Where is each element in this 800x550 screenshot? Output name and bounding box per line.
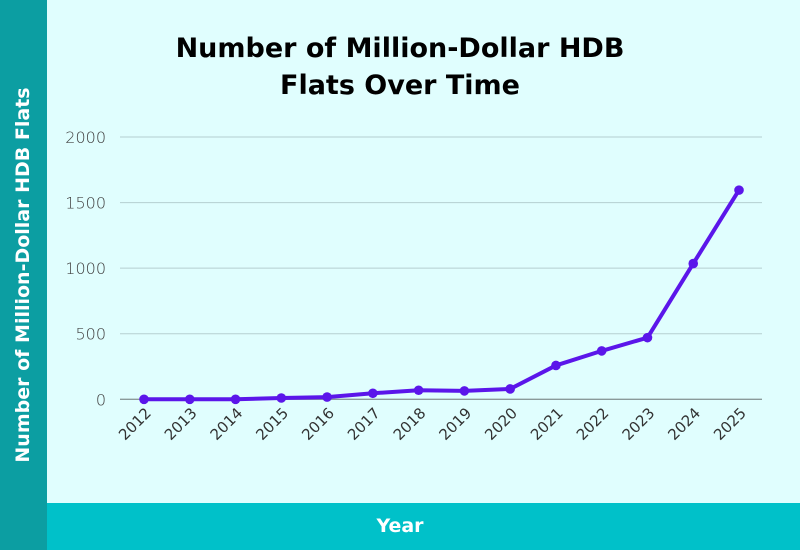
x-tick-label: 2025 [710,404,750,444]
data-point [505,384,515,394]
y-tick-label: 0 [96,390,106,409]
x-tick-label: 2023 [619,404,659,444]
x-tick-label: 2013 [161,404,201,444]
x-axis-label: Year [376,515,424,537]
data-point [184,394,195,405]
x-tick-label: 2024 [664,404,704,444]
data-point [596,346,607,356]
data-point [139,394,149,405]
data-point [230,394,241,405]
bottom-band [47,503,800,550]
data-point [276,393,287,403]
y-tick-label: 1500 [65,194,106,213]
x-tick-label: 2014 [207,404,247,444]
chart-title: Number of Million-Dollar HDB Flats Over … [175,33,625,101]
x-tick-label: 2021 [527,404,567,444]
left-band [0,0,47,550]
data-point [322,392,332,402]
y-tick-label: 1000 [65,259,106,278]
data-point [551,360,561,371]
y-tick-label: 2000 [65,128,106,147]
x-tick-label: 2016 [298,404,338,444]
x-tick-label: 2017 [344,404,384,444]
x-tick-label: 2019 [435,404,475,444]
y-tick-label: 500 [75,325,106,344]
x-tick-label: 2022 [573,404,613,444]
x-tick-label: 2020 [481,404,521,444]
x-tick-label: 2018 [390,404,430,444]
x-tick-label: 2015 [252,404,292,444]
data-point [368,388,378,399]
series-line [144,189,741,402]
data-point [734,185,744,195]
data-point [459,386,470,396]
x-tick-label: 2012 [115,404,155,444]
data-point [413,385,424,396]
data-point [688,258,699,269]
data-point [642,332,653,343]
